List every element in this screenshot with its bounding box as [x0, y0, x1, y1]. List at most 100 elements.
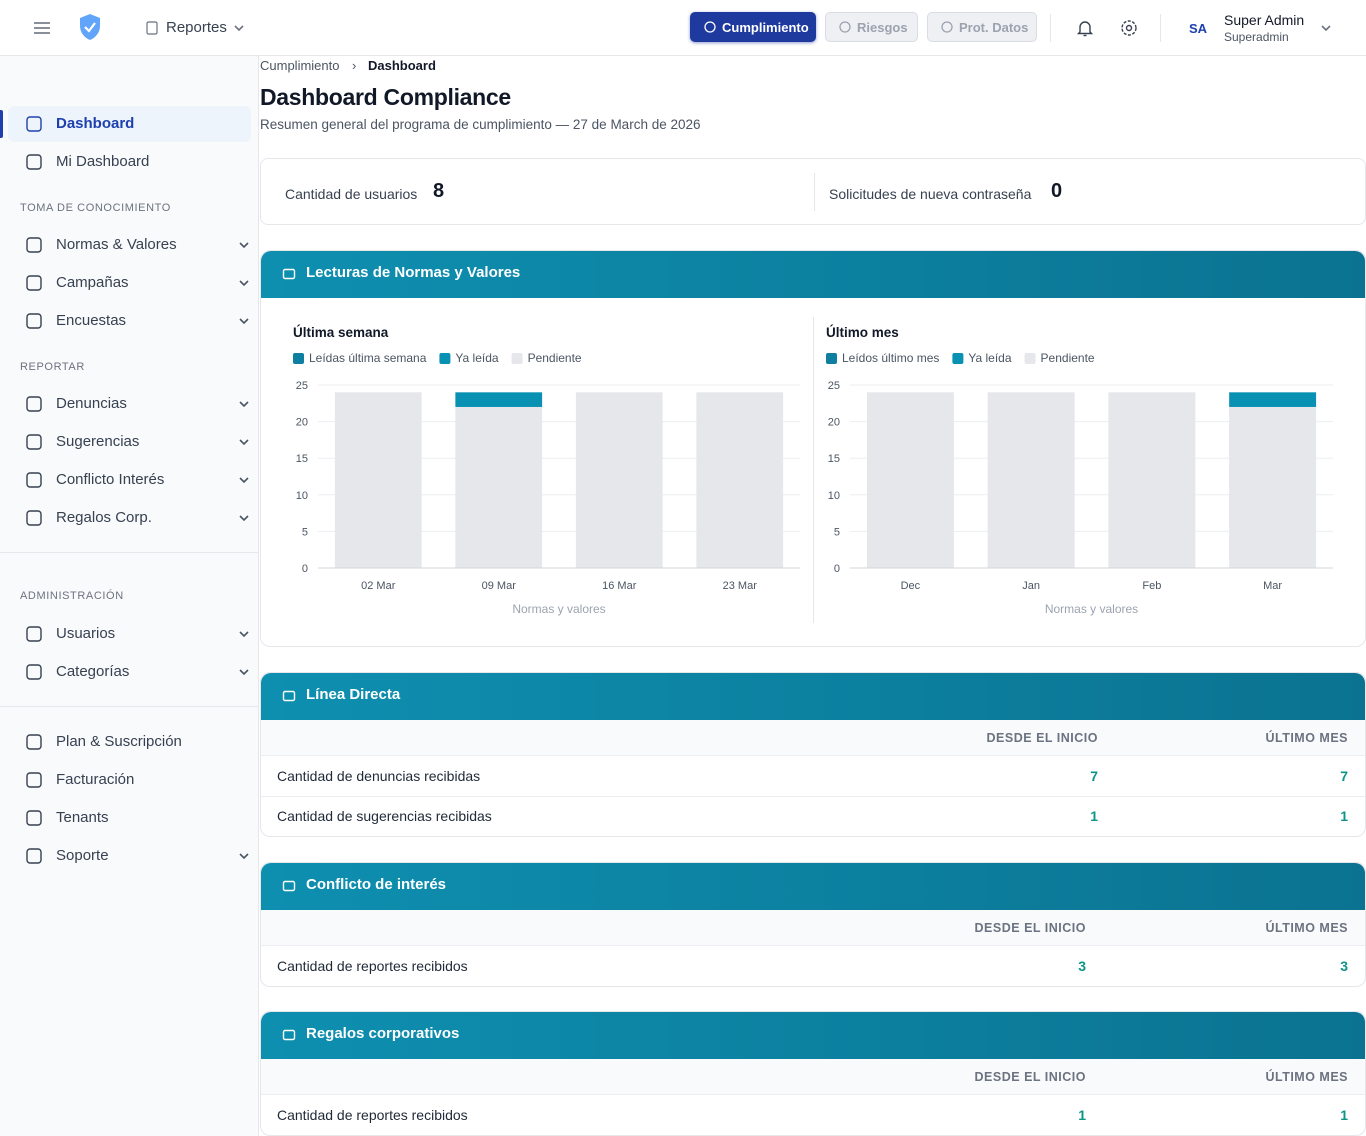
nav-icon-shape: [27, 155, 41, 169]
nav-item[interactable]: Mi Dashboard: [56, 153, 149, 170]
row-value: 7: [1340, 768, 1348, 784]
module-label[interactable]: Cumplimiento: [722, 20, 809, 35]
chevron-shape: [240, 402, 248, 406]
legend-label[interactable]: Leídas última semana: [309, 351, 427, 365]
panel-icon-shape: [284, 1031, 295, 1040]
chevron-shape: [240, 440, 248, 444]
row-value: 1: [1090, 808, 1098, 824]
nav-item[interactable]: Categorías: [56, 663, 129, 680]
module-label[interactable]: Prot. Datos: [959, 20, 1028, 35]
nav-icon-shape: [27, 435, 41, 449]
page-subtitle: Resumen general del programa de cumplimi…: [260, 117, 701, 132]
legend-swatch[interactable]: [512, 353, 523, 364]
y-tick-label: 20: [296, 417, 308, 429]
nav-icon: [25, 236, 43, 254]
nav-icon: [25, 115, 43, 133]
nav-icon: [25, 625, 43, 643]
nav-item[interactable]: Denuncias: [56, 395, 127, 412]
column-header: DESDE EL INICIO: [975, 921, 1086, 935]
panel-icon-shape: [284, 882, 295, 891]
legend-label[interactable]: Leídos último mes: [842, 351, 939, 365]
panel-header: [261, 673, 1365, 720]
notifications-button[interactable]: [1076, 19, 1094, 37]
user-initials[interactable]: SA: [1189, 21, 1207, 36]
nav-item[interactable]: Regalos Corp.: [56, 509, 152, 526]
stat-value: 0: [1051, 180, 1062, 203]
nav-item[interactable]: Conflicto Interés: [56, 471, 164, 488]
page-title: Dashboard Compliance: [260, 84, 511, 111]
settings-button[interactable]: [1120, 19, 1138, 37]
nav-icon-shape: [27, 117, 41, 131]
y-tick-label: 25: [828, 380, 840, 392]
breadcrumb[interactable]: Cumplimiento: [260, 58, 339, 73]
x-tick-label: Jan: [1022, 580, 1040, 592]
legend-swatch[interactable]: [1025, 353, 1036, 364]
x-tick-label: 23 Mar: [723, 580, 758, 592]
nav-item[interactable]: Tenants: [56, 809, 109, 826]
nav-icon-shape: [27, 849, 41, 863]
nav-item[interactable]: Soporte: [56, 847, 109, 864]
x-axis-title: Normas y valores: [1045, 602, 1138, 616]
section-title: REPORTAR: [20, 361, 85, 373]
module-icon: [941, 21, 953, 33]
breadcrumb-current: Dashboard: [368, 58, 436, 73]
legend-swatch[interactable]: [826, 353, 837, 364]
module-icon-shape: [840, 22, 850, 32]
divider: [1050, 14, 1051, 42]
nav-item[interactable]: Dashboard: [56, 115, 134, 132]
legend-label[interactable]: Pendiente: [1041, 351, 1095, 365]
chevron-shape: [235, 26, 243, 30]
x-tick-label: Feb: [1142, 580, 1161, 592]
legend-label[interactable]: Pendiente: [528, 351, 582, 365]
nav-item[interactable]: Plan & Suscripción: [56, 733, 182, 750]
nav-icon: [25, 663, 43, 681]
module-label[interactable]: Riesgos: [857, 20, 908, 35]
module-icon: [839, 21, 851, 33]
nav-icon-shape: [27, 773, 41, 787]
user-name[interactable]: Super Admin: [1224, 12, 1304, 28]
chevron: [238, 398, 250, 410]
nav-item[interactable]: Encuestas: [56, 312, 126, 329]
nav-icon: [25, 733, 43, 751]
row-label: Cantidad de denuncias recibidas: [277, 768, 480, 784]
menu-button[interactable]: [33, 19, 51, 37]
nav-item[interactable]: Campañas: [56, 274, 129, 291]
nav-item[interactable]: Facturación: [56, 771, 134, 788]
panel-title: Conflicto de interés: [306, 876, 446, 893]
legend-swatch[interactable]: [439, 353, 450, 364]
legend-swatch[interactable]: [293, 353, 304, 364]
divider: [1160, 14, 1161, 42]
row-label: Cantidad de reportes recibidos: [277, 1107, 468, 1123]
chevron: [1320, 22, 1332, 34]
legend-label[interactable]: Ya leída: [455, 351, 498, 365]
column-header: ÚLTIMO MES: [1265, 731, 1348, 745]
nav-icon-shape: [27, 511, 41, 525]
bell: [1079, 22, 1092, 34]
legend-swatch[interactable]: [952, 353, 963, 364]
legend-label[interactable]: Ya leída: [968, 351, 1011, 365]
chevron-shape: [1322, 26, 1330, 30]
nav-icon: [25, 771, 43, 789]
chevron: [238, 277, 250, 289]
chevron-shape: [240, 632, 248, 636]
chevron: [238, 239, 250, 251]
panel-title: Regalos corporativos: [306, 1025, 459, 1042]
nav-item[interactable]: Normas & Valores: [56, 236, 177, 253]
nav-icon: [25, 433, 43, 451]
nav-icon-shape: [27, 665, 41, 679]
user-role[interactable]: Superadmin: [1224, 30, 1289, 44]
module-icon-shape: [705, 22, 715, 32]
nav-item[interactable]: Usuarios: [56, 625, 115, 642]
section-title: ADMINISTRACIÓN: [20, 590, 124, 602]
nav-menu[interactable]: Reportes: [166, 19, 227, 36]
stat-value: 8: [433, 180, 444, 203]
nav-item[interactable]: Sugerencias: [56, 433, 139, 450]
panel-icon-shape: [284, 270, 295, 279]
x-axis-title: Normas y valores: [512, 602, 605, 616]
chart-title: Última semana: [293, 325, 389, 340]
chevron: [238, 315, 250, 327]
row-label: Cantidad de reportes recibidos: [277, 958, 468, 974]
row-divider: [261, 796, 1365, 797]
chevron-shape: [240, 478, 248, 482]
